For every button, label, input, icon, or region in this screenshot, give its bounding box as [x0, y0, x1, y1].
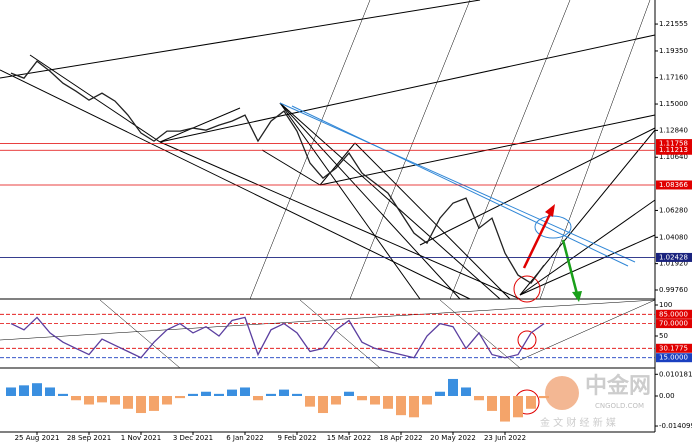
- level-label-box: [656, 319, 692, 329]
- histogram-bar: [214, 393, 224, 396]
- y-tick-label: 1.19350: [659, 47, 688, 55]
- histogram-bar: [500, 395, 510, 422]
- watermark-tagline: 金 文 财 经 新 媒: [540, 416, 616, 429]
- histogram-bar: [32, 383, 42, 396]
- x-tick-label: 20 May 2022: [430, 434, 476, 442]
- watermark-brand: 中金网: [585, 373, 651, 399]
- histogram-bar: [344, 391, 354, 396]
- histogram-bar: [318, 395, 328, 414]
- highlight-circle: [513, 275, 541, 303]
- histogram-bar: [422, 395, 432, 405]
- histogram-bar: [292, 393, 302, 396]
- histogram-bar: [123, 395, 133, 409]
- level-label: 1.11758: [659, 140, 688, 148]
- y-tick-label: 1.06280: [659, 206, 688, 214]
- y-tick-label: 1.15000: [659, 100, 688, 108]
- histogram-bar: [435, 391, 445, 396]
- level-label-box: [656, 139, 692, 149]
- y-tick-label: 0.00: [659, 392, 675, 400]
- level-label: 15.0000: [659, 354, 688, 362]
- series-line: [10, 60, 545, 285]
- level-label-box: [656, 343, 692, 353]
- x-tick-label: 28 Sep 2021: [67, 434, 111, 442]
- green-arrow: [561, 239, 582, 302]
- histogram-bar: [58, 393, 68, 396]
- histogram-bar: [409, 395, 419, 418]
- y-tick-label: 1.12840: [659, 126, 688, 134]
- x-tick-label: 15 Mar 2022: [327, 434, 371, 442]
- histogram-bar: [97, 395, 107, 403]
- y-tick-label: -0.0140990: [659, 422, 692, 430]
- level-label: 1.08366: [659, 181, 688, 189]
- histogram-bar: [539, 395, 549, 399]
- histogram-bar: [6, 387, 16, 396]
- histogram-bar: [84, 395, 94, 405]
- histogram-bar: [253, 395, 263, 401]
- histogram-bar: [461, 387, 471, 396]
- level-label: 1.11213: [659, 146, 688, 154]
- y-tick-label: 1.17160: [659, 74, 688, 82]
- level-label-box: [656, 353, 692, 363]
- histogram-bar: [136, 395, 146, 414]
- histogram-bar: [240, 387, 250, 396]
- histogram-bar: [305, 395, 315, 407]
- x-tick-label: 18 Apr 2022: [379, 434, 422, 442]
- level-label-box: [656, 180, 692, 190]
- level-label: 30.1775: [659, 344, 688, 352]
- histogram-bar: [526, 395, 536, 409]
- level-label-box: [656, 309, 692, 319]
- y-tick-label: 1.21555: [659, 20, 688, 28]
- histogram-bar: [396, 395, 406, 416]
- histogram-bar: [370, 395, 380, 405]
- y-tick-label: 50: [659, 332, 668, 340]
- x-tick-label: 1 Nov 2021: [121, 434, 161, 442]
- watermark-logo: [545, 376, 579, 410]
- histogram-bar: [19, 385, 29, 396]
- level-label: 85.0000: [659, 310, 688, 318]
- level-label-box: [656, 252, 692, 262]
- y-tick-label: 0.99760: [659, 286, 688, 294]
- histogram-bar: [45, 387, 55, 396]
- histogram-bar: [448, 378, 458, 396]
- histogram-bar: [227, 389, 237, 396]
- histogram-bar: [71, 395, 81, 401]
- red-arrow: [522, 204, 555, 269]
- histogram-bar: [383, 395, 393, 409]
- y-tick-label: 0.0101819: [659, 370, 692, 378]
- highlight-circle: [517, 330, 537, 350]
- y-tick-label: 1.04080: [659, 233, 688, 241]
- y-tick-label: 100: [659, 301, 672, 309]
- watermark-site: CNGOLD.COM: [595, 402, 644, 410]
- histogram-bar: [201, 391, 211, 396]
- histogram-bar: [474, 395, 484, 401]
- histogram-bar: [266, 393, 276, 396]
- histogram-bar: [513, 395, 523, 418]
- watermark: 中金网 CNGOLD.COM 金 文 财 经 新 媒: [540, 373, 651, 429]
- series-line: [10, 316, 545, 359]
- x-tick-label: 3 Dec 2021: [173, 434, 213, 442]
- x-tick-label: 6 Jan 2022: [226, 434, 264, 442]
- level-label-box: [656, 145, 692, 155]
- level-label: 1.02428: [659, 253, 688, 261]
- level-label: 70.0000: [659, 320, 688, 328]
- histogram-bar: [162, 395, 172, 405]
- histogram-bar: [149, 395, 159, 411]
- x-tick-label: 9 Feb 2022: [277, 434, 316, 442]
- y-tick-label: 1.10640: [659, 153, 688, 161]
- blue-channel: [279, 102, 636, 267]
- y-tick-label: 1.01920: [659, 260, 688, 268]
- histogram-bar: [357, 395, 367, 401]
- histogram-bar: [175, 395, 185, 399]
- x-tick-label: 25 Aug 2021: [15, 434, 60, 442]
- histogram-bar: [279, 389, 289, 396]
- histogram-bar: [331, 395, 341, 405]
- x-tick-label: 23 Jun 2022: [484, 434, 526, 442]
- histogram-bar: [188, 393, 198, 396]
- histogram-bar: [487, 395, 497, 411]
- histogram-bar: [110, 395, 120, 405]
